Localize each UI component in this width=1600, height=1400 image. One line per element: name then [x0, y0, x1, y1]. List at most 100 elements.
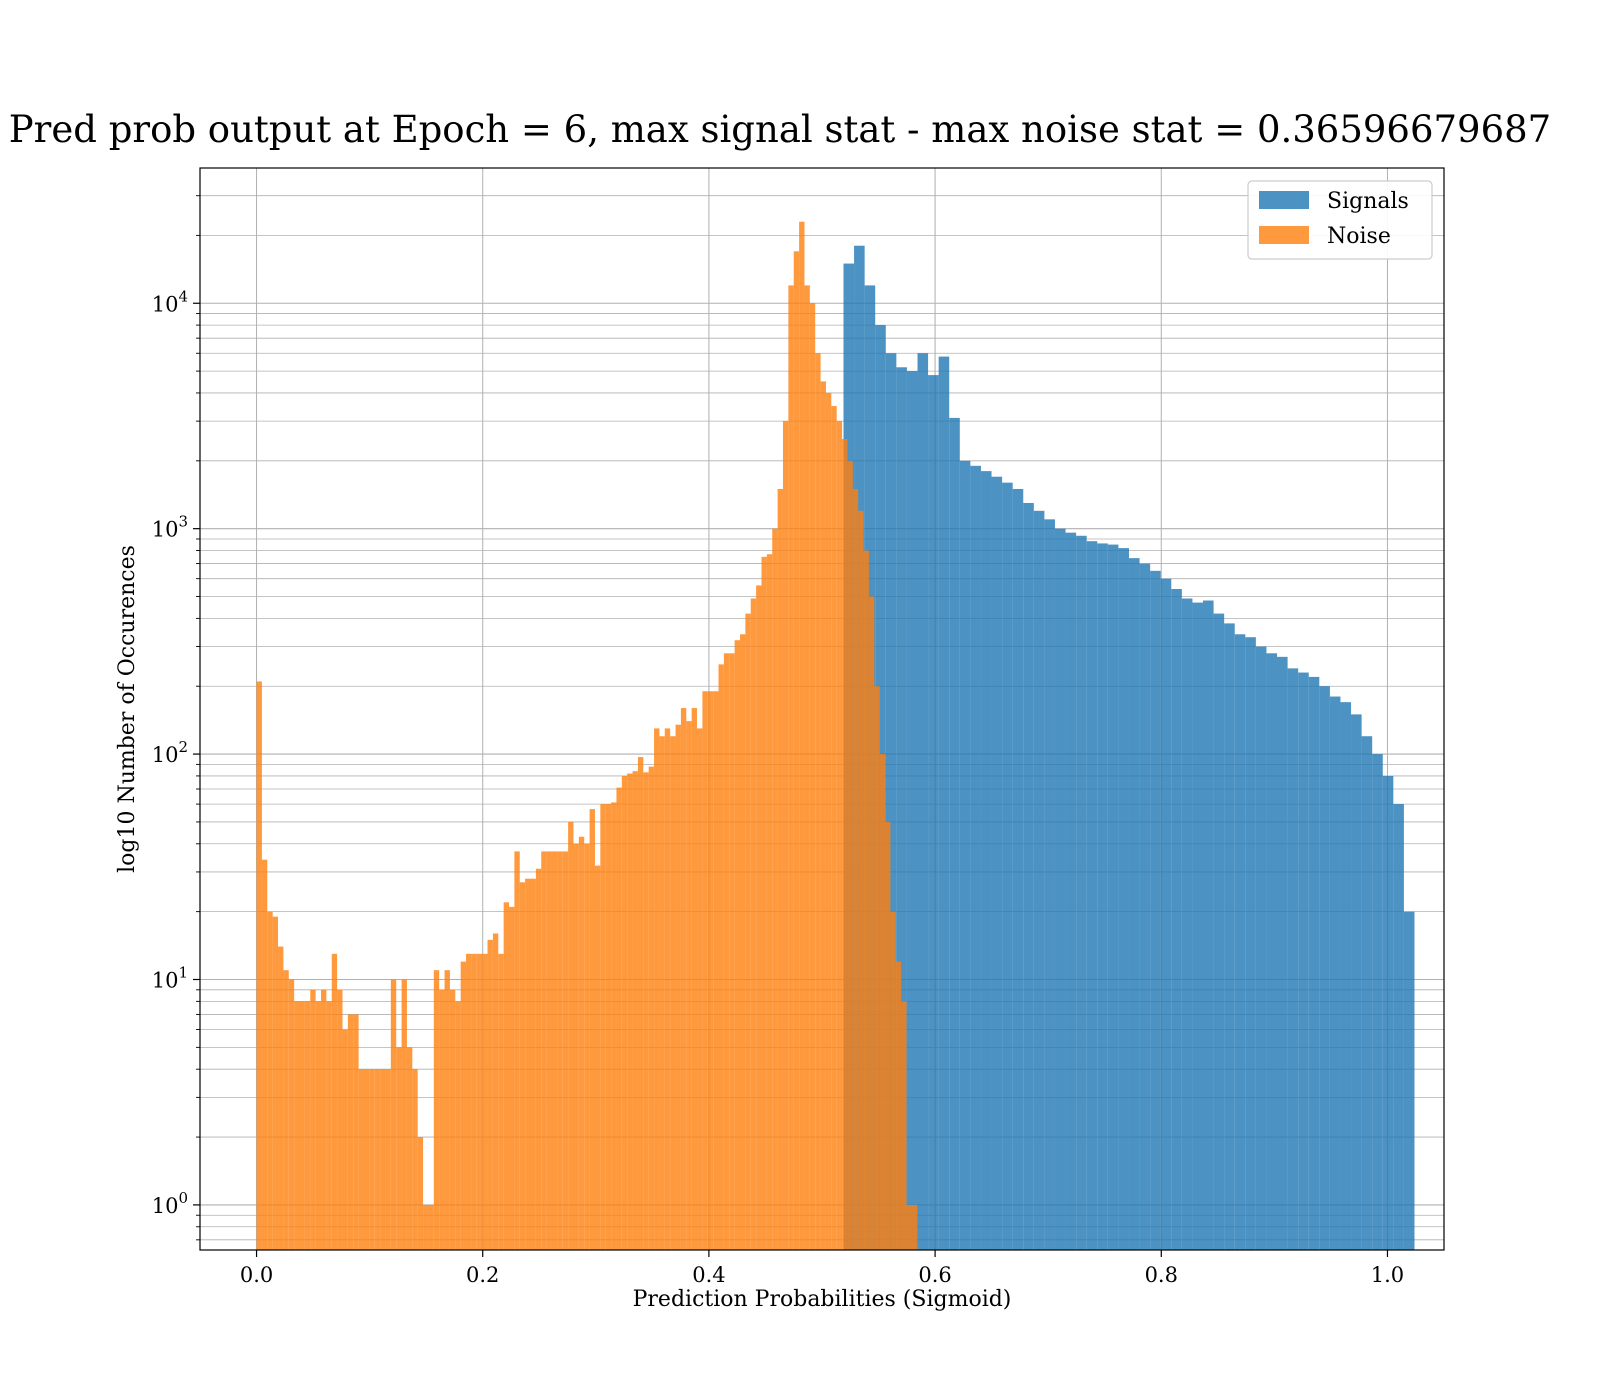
bar-noise — [304, 1001, 311, 1250]
bar-noise — [272, 916, 279, 1250]
bar-signals — [1403, 911, 1415, 1250]
bar-noise — [686, 721, 692, 1250]
bar-noise — [761, 556, 767, 1250]
bar-signals — [928, 375, 939, 1251]
bar-noise — [482, 953, 488, 1250]
y-tick-label: 102 — [152, 738, 188, 767]
bar-signals — [896, 367, 907, 1250]
bar-signals — [1128, 558, 1140, 1250]
bar-signals — [1203, 600, 1214, 1250]
bar-noise — [809, 303, 816, 1250]
bar-signals — [1224, 623, 1235, 1250]
bar-noise — [691, 708, 698, 1250]
bar-noise — [476, 953, 483, 1250]
bar-noise — [358, 1069, 364, 1250]
bar-noise — [863, 550, 869, 1250]
bar-noise — [793, 251, 800, 1251]
bar-noise — [804, 285, 810, 1250]
bar-noise — [874, 686, 880, 1250]
bar-noise — [713, 691, 719, 1250]
bar-noise — [449, 989, 456, 1250]
bar-signals — [970, 465, 981, 1251]
bar-noise — [353, 1014, 359, 1250]
bar-noise — [417, 1137, 424, 1250]
bar-signals — [1160, 578, 1172, 1250]
bar-noise — [885, 821, 891, 1250]
bar-noise — [390, 979, 397, 1250]
bar-noise — [621, 775, 628, 1250]
bar-signals — [1139, 563, 1151, 1250]
bar-signals — [1287, 668, 1299, 1250]
bar-signals — [1097, 543, 1108, 1250]
bar-noise — [654, 728, 660, 1250]
bar-noise — [734, 640, 741, 1250]
bar-signals — [1277, 656, 1288, 1250]
bar-signals — [1107, 544, 1119, 1250]
y-tick-label: 104 — [152, 287, 188, 316]
bar-noise — [664, 728, 671, 1250]
bar-noise — [337, 989, 343, 1250]
bar-noise — [611, 802, 617, 1250]
bar-signals — [1266, 653, 1278, 1250]
bar-noise — [541, 851, 547, 1250]
chart-title: Pred prob output at Epoch = 6, max signa… — [9, 108, 1551, 151]
series-noise — [256, 221, 918, 1251]
bar-noise — [825, 392, 832, 1250]
bar-noise — [842, 438, 848, 1251]
bar-noise — [406, 1047, 413, 1250]
histogram-bars — [256, 221, 1415, 1251]
bar-noise — [401, 979, 407, 1250]
bar-noise — [670, 736, 676, 1250]
bar-signals — [1319, 686, 1330, 1250]
bar-signals — [1002, 482, 1013, 1250]
bar-noise — [847, 460, 853, 1250]
bar-noise — [616, 787, 622, 1250]
bar-noise — [530, 878, 536, 1250]
bar-signals — [1351, 714, 1362, 1250]
bar-noise — [315, 1001, 322, 1250]
bar-noise — [637, 757, 644, 1250]
bar-noise — [471, 953, 477, 1250]
bar-noise — [578, 836, 585, 1250]
bar-noise — [745, 613, 751, 1250]
bar-signals — [1065, 532, 1077, 1250]
bar-signals — [959, 460, 971, 1250]
bar-noise — [439, 989, 445, 1250]
bar-signals — [1076, 535, 1087, 1250]
bar-signals — [1361, 736, 1373, 1250]
bar-noise — [729, 653, 735, 1250]
x-tick-label: 1.0 — [1371, 1263, 1404, 1287]
bar-noise — [256, 681, 262, 1250]
bar-signals — [1150, 570, 1161, 1250]
bar-noise — [911, 1204, 918, 1250]
bar-noise — [514, 851, 520, 1250]
legend-swatch-noise — [1259, 226, 1309, 244]
bar-signals — [1340, 702, 1352, 1250]
bar-noise — [267, 911, 273, 1250]
bar-noise — [552, 851, 558, 1250]
bar-noise — [901, 1001, 907, 1250]
bar-noise — [455, 1001, 461, 1250]
bar-signals — [1308, 676, 1320, 1250]
bar-noise — [879, 754, 886, 1250]
bar-noise — [707, 691, 714, 1250]
bar-noise — [525, 878, 531, 1250]
bar-noise — [380, 1069, 386, 1250]
y-tick-label: 100 — [152, 1189, 188, 1218]
bar-noise — [659, 736, 665, 1250]
bar-noise — [557, 851, 563, 1250]
legend: Signals Noise — [1247, 180, 1433, 260]
bar-noise — [369, 1069, 375, 1250]
plot-frame — [199, 167, 1445, 1251]
bar-signals — [917, 353, 929, 1250]
x-tick-label: 0.6 — [918, 1263, 951, 1287]
bar-signals — [1234, 634, 1246, 1250]
bar-noise — [509, 906, 515, 1250]
bar-noise — [326, 1001, 332, 1250]
x-tick-label: 0.4 — [692, 1263, 725, 1287]
bar-signals — [1255, 646, 1267, 1250]
bar-noise — [777, 488, 783, 1251]
bar-signals — [885, 353, 897, 1250]
bar-noise — [347, 1014, 354, 1250]
bar-signals — [1382, 775, 1394, 1250]
